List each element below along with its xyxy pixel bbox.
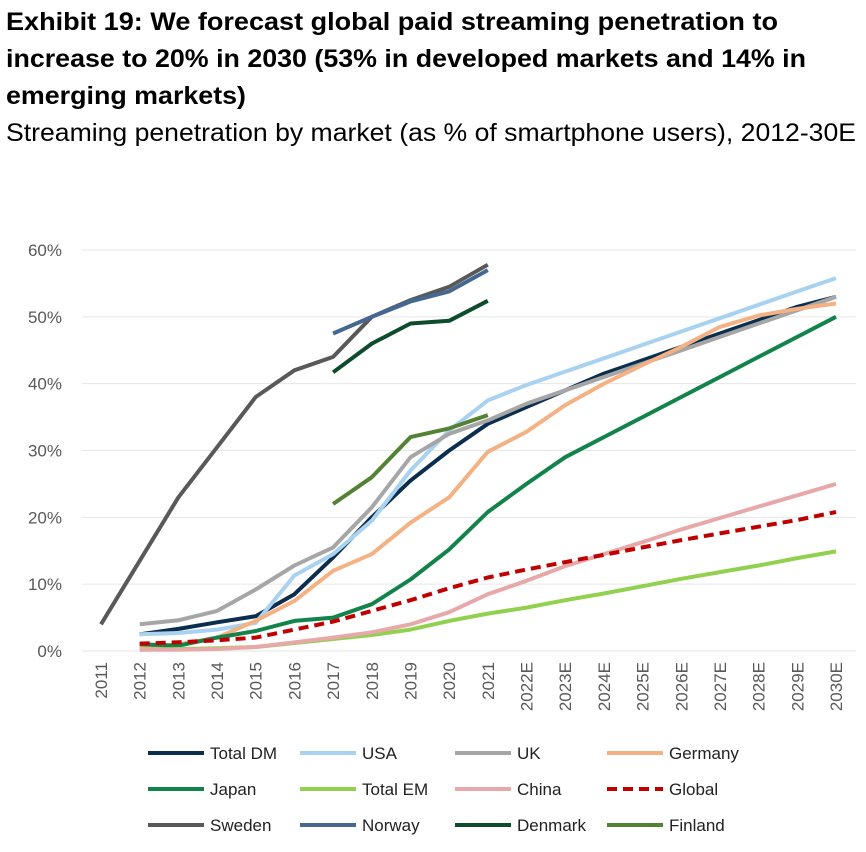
series-line [139, 294, 837, 637]
x-tick-label: 2012 [131, 662, 150, 700]
x-tick-label: 2020 [440, 662, 459, 700]
y-tick-label: 50% [28, 308, 62, 327]
x-tick-label: 2021 [479, 662, 498, 700]
x-tick-label: 2019 [401, 662, 420, 700]
x-tick-label: 2026E [672, 662, 691, 711]
x-tick-label: 2015 [247, 662, 266, 700]
x-tick-label: 2018 [363, 662, 382, 700]
legend-label: Total EM [362, 780, 428, 799]
x-tick-label: 2013 [169, 662, 188, 700]
series-line [139, 294, 837, 627]
x-tick-label: 2017 [324, 662, 343, 700]
legend-label: UK [517, 744, 541, 763]
y-tick-label: 10% [28, 575, 62, 594]
y-tick-label: 60% [28, 241, 62, 260]
x-tick-label: 2028E [750, 662, 769, 711]
x-tick-label: 2029E [788, 662, 807, 711]
legend-label: USA [362, 744, 398, 763]
series-line [139, 510, 837, 646]
series-line [139, 301, 837, 650]
chart-title: emerging markets) [6, 82, 246, 110]
legend-label: Global [669, 780, 718, 799]
y-tick-label: 0% [37, 642, 62, 661]
legend-label: Finland [669, 816, 725, 835]
series-line [331, 413, 489, 506]
x-tick-label: 2027E [711, 662, 730, 711]
series-line [139, 315, 837, 648]
legend-label: China [517, 780, 562, 799]
y-tick-label: 40% [28, 375, 62, 394]
x-tick-label: 2025E [634, 662, 653, 711]
legend-label: Norway [362, 816, 420, 835]
series-line [332, 268, 489, 336]
legend-label: Sweden [210, 816, 271, 835]
chart-title: Exhibit 19: We forecast global paid stre… [6, 8, 778, 36]
chart-subtitle: Streaming penetration by market (as % of… [6, 119, 856, 147]
x-tick-label: 2022E [518, 662, 537, 711]
legend-label: Total DM [210, 744, 277, 763]
legend-label: Japan [210, 780, 256, 799]
legend-label: Germany [669, 744, 739, 763]
series-line [99, 262, 489, 626]
x-tick-label: 2016 [285, 662, 304, 700]
x-tick-label: 2014 [208, 662, 227, 700]
series-line [139, 481, 837, 652]
x-tick-label: 2011 [92, 662, 111, 699]
x-tick-label: 2030E [827, 662, 846, 711]
legend-label: Denmark [517, 816, 586, 835]
y-tick-label: 20% [28, 508, 62, 527]
series-line [331, 299, 489, 374]
x-tick-label: 2024E [595, 662, 614, 711]
chart-title: increase to 20% in 2030 (53% in develope… [6, 45, 806, 73]
x-tick-label: 2023E [556, 662, 575, 711]
y-tick-label: 30% [28, 442, 62, 461]
